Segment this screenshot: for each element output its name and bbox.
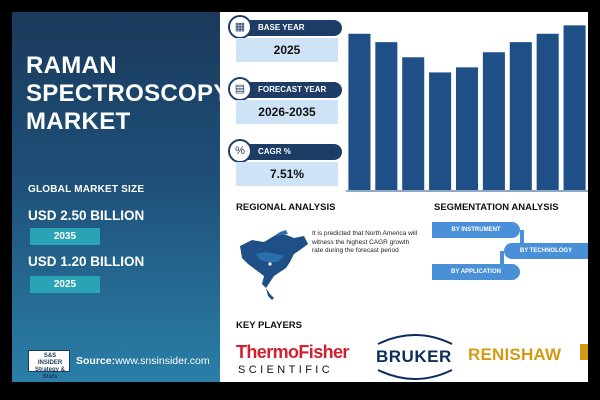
left-panel: RAMAN SPECTROSCOPY MARKET GLOBAL MARKET … <box>12 12 230 382</box>
infographic: RAMAN SPECTROSCOPY MARKET GLOBAL MARKET … <box>12 12 588 382</box>
bruker-arc-icon <box>377 334 453 380</box>
global-market-size-label: GLOBAL MARKET SIZE <box>28 184 145 195</box>
source-url: www.snsinsider.com <box>115 355 210 367</box>
year-badge-2025: 2025 <box>30 276 100 293</box>
chart-bar-1 <box>348 33 371 190</box>
chart-bar-8 <box>536 33 559 190</box>
base-year-label: BASE YEAR <box>232 20 342 36</box>
main-title: RAMAN SPECTROSCOPY MARKET <box>26 52 230 135</box>
segment-by-instrument: BY INSTRUMENT <box>432 222 520 238</box>
market-value-2035: USD 2.50 BILLION <box>28 208 145 223</box>
source-line: Source:www.snsinsider.com <box>76 355 210 367</box>
chart-bar-7 <box>509 42 532 190</box>
chart-bar-5 <box>455 67 479 190</box>
cagr-label: CAGR % <box>232 144 342 160</box>
segment-connector <box>520 230 524 243</box>
forecast-year-label: FORECAST YEAR <box>232 82 342 98</box>
base-year-value: 2025 <box>236 38 338 62</box>
market-value-2025: USD 1.20 BILLION <box>28 254 145 269</box>
source-label: Source: <box>76 355 116 367</box>
chart-bar-9 <box>563 25 586 190</box>
year-badge-2035: 2035 <box>30 228 100 245</box>
bar-chart <box>346 25 588 192</box>
chart-icon: ▤ <box>228 77 252 101</box>
chart-bar-2 <box>375 42 398 190</box>
segment-connector <box>500 251 504 264</box>
regional-heading: REGIONAL ANALYSIS <box>236 202 336 213</box>
regional-description: It is predicted that North America will … <box>312 230 418 254</box>
renishaw-logo: RENISHAW <box>468 345 562 364</box>
forecast-year-value: 2026-2035 <box>236 100 338 124</box>
thermo-fisher-subtitle: SCIENTIFIC <box>238 364 334 376</box>
percent-icon: % <box>228 139 252 163</box>
chart-bar-6 <box>482 52 505 190</box>
bruker-logo: BRUKER <box>376 347 452 366</box>
chart-bar-3 <box>402 57 425 190</box>
calendar-icon: ▦ <box>228 15 252 39</box>
segment-by-application: BY APPLICATION <box>432 264 520 280</box>
key-players-heading: KEY PLAYERS <box>236 320 302 331</box>
north-america-map-icon <box>240 230 308 300</box>
chart-bar-4 <box>429 72 452 190</box>
cagr-value: 7.51% <box>236 162 338 186</box>
renishaw-mark-icon <box>580 344 588 360</box>
sns-insider-logo: S&S INSIDER Strategy & Stats <box>28 350 70 380</box>
segment-by-technology: BY TECHNOLOGY <box>504 243 588 259</box>
thermo-fisher-logo: ThermoFisher <box>236 342 349 362</box>
segmentation-heading: SEGMENTATION ANALYSIS <box>434 202 559 213</box>
